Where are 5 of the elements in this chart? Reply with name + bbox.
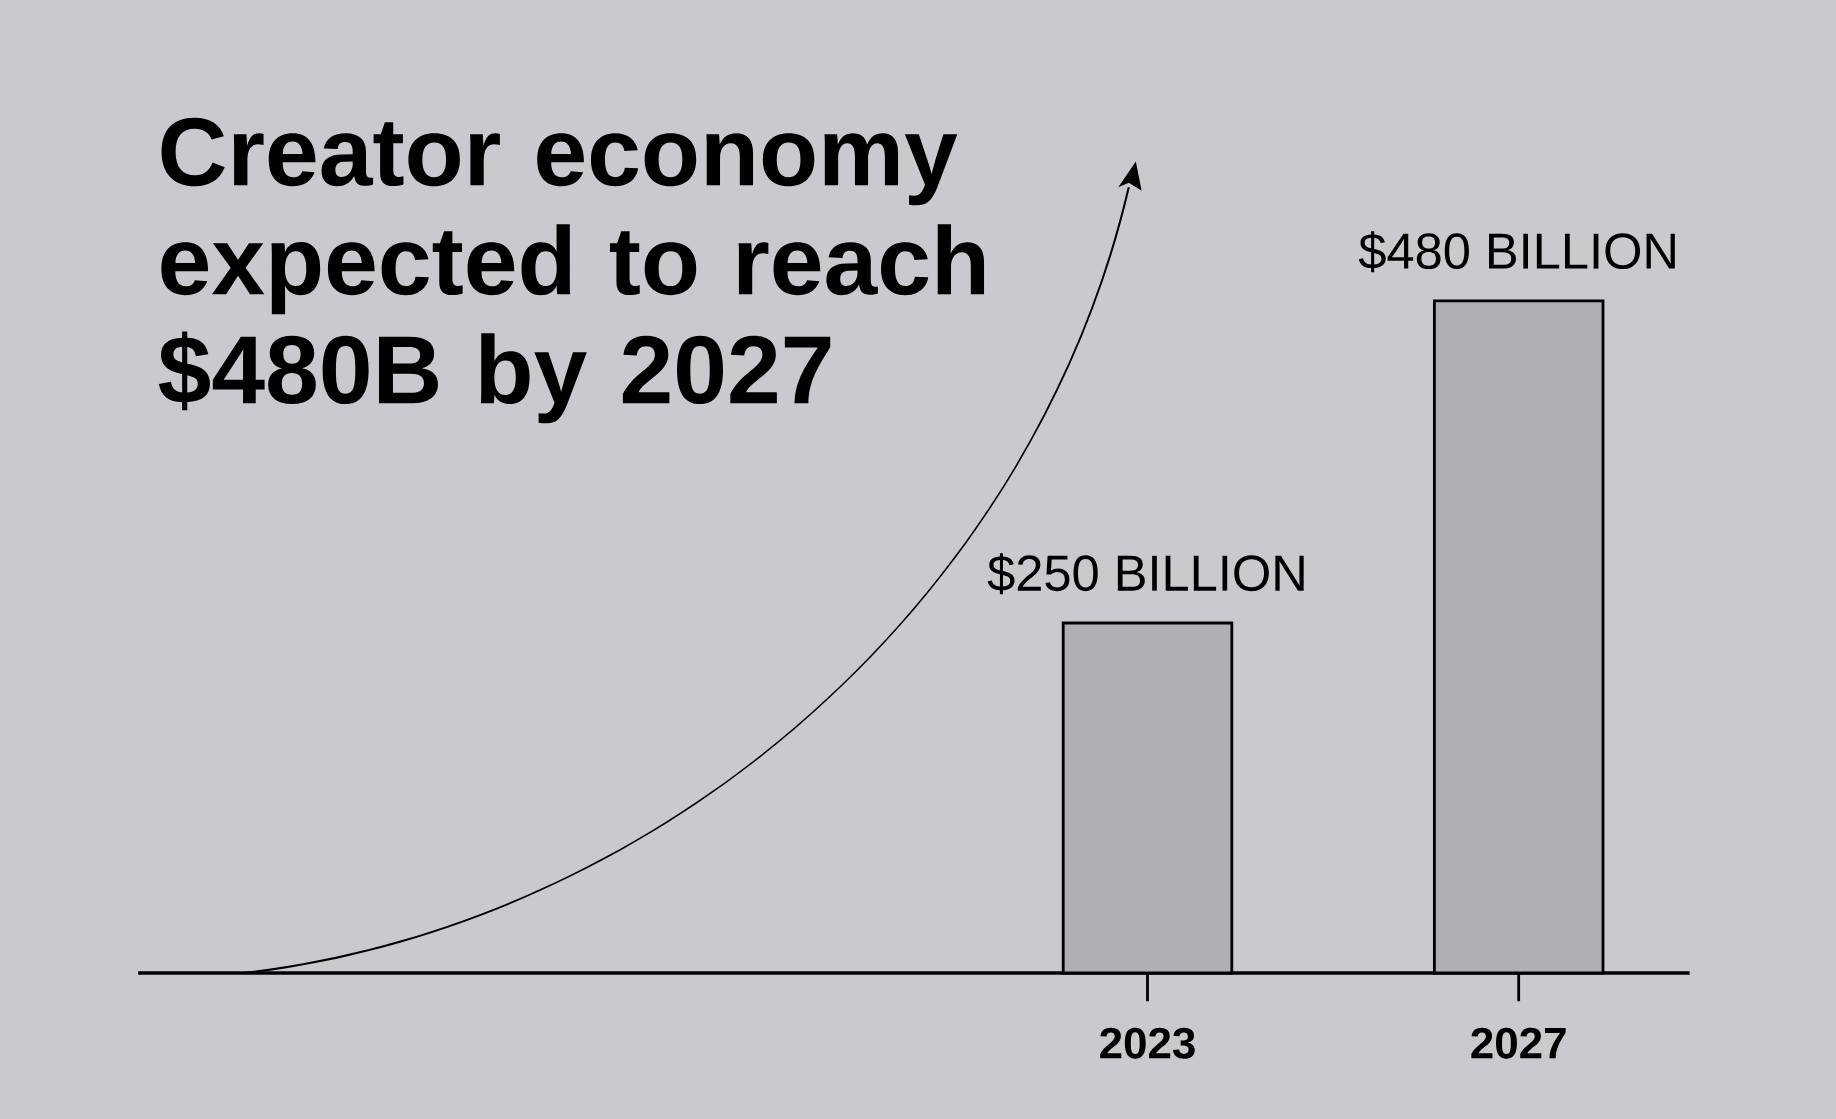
data-label: $480 BILLION	[1358, 230, 1675, 272]
x-tick-label: 2027	[1471, 1027, 1566, 1059]
data-label: $250 BILLION	[987, 552, 1304, 594]
x-tick-label: 2023	[1100, 1027, 1195, 1059]
chart-title: Creator economy expected to reach $480B by 2027	[158, 117, 985, 424]
